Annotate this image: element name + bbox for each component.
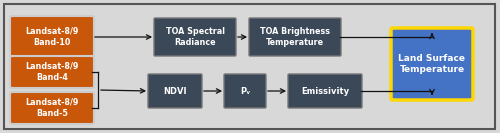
Text: Emissivity: Emissivity (301, 86, 349, 95)
FancyBboxPatch shape (224, 74, 266, 108)
FancyBboxPatch shape (148, 74, 202, 108)
FancyBboxPatch shape (10, 16, 94, 58)
Text: TOA Spectral
Radiance: TOA Spectral Radiance (166, 27, 224, 47)
Text: Landsat-8/9
Band-10: Landsat-8/9 Band-10 (26, 27, 78, 47)
FancyBboxPatch shape (154, 18, 236, 56)
Text: Landsat-8/9
Band-4: Landsat-8/9 Band-4 (26, 62, 78, 82)
Text: NDVI: NDVI (163, 86, 187, 95)
FancyBboxPatch shape (10, 56, 94, 88)
Text: Land Surface
Temperature: Land Surface Temperature (398, 54, 466, 74)
FancyBboxPatch shape (249, 18, 341, 56)
FancyBboxPatch shape (391, 28, 473, 100)
FancyBboxPatch shape (10, 92, 94, 124)
Text: Pᵥ: Pᵥ (240, 86, 250, 95)
FancyBboxPatch shape (4, 4, 495, 129)
Text: Landsat-8/9
Band-5: Landsat-8/9 Band-5 (26, 98, 78, 118)
Text: TOA Brightness
Temperature: TOA Brightness Temperature (260, 27, 330, 47)
FancyBboxPatch shape (288, 74, 362, 108)
